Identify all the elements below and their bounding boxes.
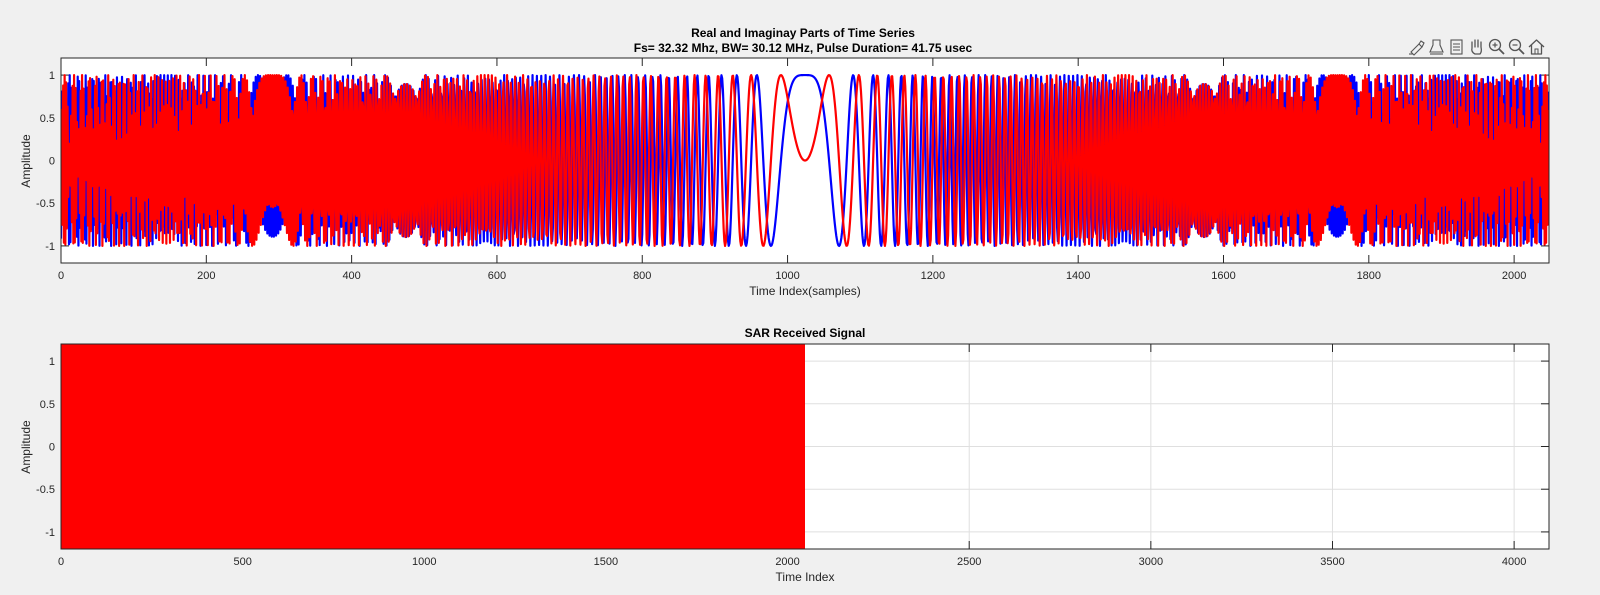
x-tick-label: 1500 bbox=[594, 556, 618, 568]
y-tick-label: -1 bbox=[45, 241, 55, 253]
y-tick-label: 0 bbox=[49, 442, 55, 454]
y-tick-label: 0.5 bbox=[40, 113, 55, 125]
x-tick-label: 2000 bbox=[1502, 270, 1526, 282]
zoom-out-icon[interactable] bbox=[1507, 37, 1526, 56]
x-tick-label: 500 bbox=[233, 556, 251, 568]
chart-subtitle: Fs= 32.32 Mhz, BW= 30.12 MHz, Pulse Dura… bbox=[634, 41, 973, 55]
export-icon[interactable] bbox=[1447, 37, 1466, 56]
x-tick-label: 1000 bbox=[775, 270, 799, 282]
data-tips-icon[interactable] bbox=[1427, 37, 1446, 56]
x-tick-label: 3000 bbox=[1139, 556, 1163, 568]
x-tick-label: 200 bbox=[197, 270, 215, 282]
y-tick-label: -0.5 bbox=[36, 484, 55, 496]
axes-toolbar bbox=[1407, 37, 1546, 56]
x-tick-label: 0 bbox=[58, 270, 64, 282]
x-axis-label: Time Index(samples) bbox=[749, 284, 861, 298]
x-tick-label: 800 bbox=[633, 270, 651, 282]
x-tick-label: 400 bbox=[342, 270, 360, 282]
x-tick-label: 1200 bbox=[921, 270, 945, 282]
y-tick-label: 0 bbox=[49, 156, 55, 168]
y-axis-label: Amplitude bbox=[19, 420, 33, 474]
y-tick-label: 0.5 bbox=[40, 399, 55, 411]
y-axis-label: Amplitude bbox=[19, 134, 33, 188]
pan-hand-icon[interactable] bbox=[1467, 37, 1486, 56]
chart-title: Real and Imaginay Parts of Time Series bbox=[691, 26, 915, 40]
tick-labels: 0 500 1000 1500 2000 2500 3000 3500 4000 -1 -0.5 0 0… bbox=[36, 356, 1526, 568]
zoom-in-icon[interactable] bbox=[1487, 37, 1506, 56]
x-tick-label: 1400 bbox=[1066, 270, 1090, 282]
subplot-sar-received: SAR Received Signal 0 500 1000 1500 2000 2500… bbox=[19, 326, 1550, 584]
x-tick-label: 2500 bbox=[957, 556, 981, 568]
home-icon[interactable] bbox=[1527, 37, 1546, 56]
axes-box bbox=[60, 343, 1550, 550]
chart-title: SAR Received Signal bbox=[745, 326, 866, 340]
y-tick-label: 1 bbox=[49, 356, 55, 368]
x-tick-label: 600 bbox=[488, 270, 506, 282]
axes-box bbox=[60, 57, 1550, 264]
x-axis-label: Time Index bbox=[776, 570, 835, 584]
x-tick-label: 1000 bbox=[412, 556, 436, 568]
subplot-time-series: Real and Imaginay Parts of Time Series F… bbox=[19, 26, 1550, 298]
series-imag-line[interactable] bbox=[61, 73, 1549, 248]
y-tick-label: -0.5 bbox=[36, 198, 55, 210]
x-tick-label: 1800 bbox=[1357, 270, 1381, 282]
y-tick-label: 1 bbox=[49, 70, 55, 82]
x-tick-label: 4000 bbox=[1502, 556, 1526, 568]
brush-icon[interactable] bbox=[1407, 37, 1426, 56]
x-tick-label: 3500 bbox=[1320, 556, 1344, 568]
series-received-signal[interactable] bbox=[61, 344, 805, 549]
x-tick-label: 1600 bbox=[1211, 270, 1235, 282]
tick-labels: 0 200 400 600 800 1000 1200 1400 1600 1800 2000 -1 -… bbox=[36, 70, 1526, 282]
y-tick-label: -1 bbox=[45, 527, 55, 539]
x-tick-label: 2000 bbox=[775, 556, 799, 568]
x-tick-label: 0 bbox=[58, 556, 64, 568]
